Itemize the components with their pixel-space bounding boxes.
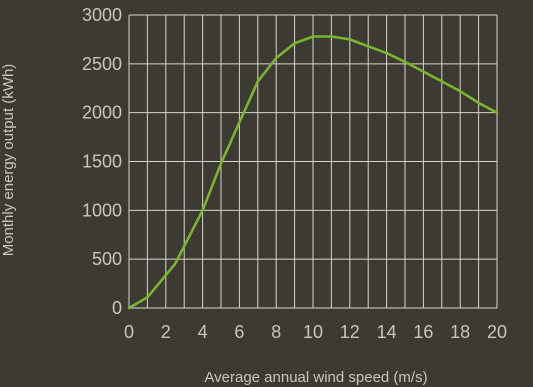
x-tick-label: 20 (487, 322, 507, 342)
y-tick-label: 1000 (82, 200, 122, 220)
y-axis-label: Monthly energy output (kWh) (0, 64, 17, 257)
y-tick-label: 500 (92, 249, 122, 269)
x-tick-label: 8 (271, 322, 281, 342)
grid-lines (128, 14, 498, 309)
y-tick-label: 2500 (82, 54, 122, 74)
y-tick-label: 3000 (82, 5, 122, 25)
x-tick-label: 2 (161, 322, 171, 342)
x-axis-label: Average annual wind speed (m/s) (204, 369, 427, 386)
y-tick-label: 2000 (82, 103, 122, 123)
y-tick-labels: 0 500 1000 1500 2000 2500 3000 (82, 5, 122, 318)
series-layer (127, 35, 499, 310)
x-tick-label: 16 (413, 322, 433, 342)
series-line (127, 35, 499, 310)
x-tick-label: 0 (124, 322, 134, 342)
x-tick-label: 12 (340, 322, 360, 342)
x-tick-label: 10 (303, 322, 323, 342)
y-tick-label: 0 (112, 298, 122, 318)
x-tick-label: 4 (198, 322, 208, 342)
x-tick-labels: 0 2 4 6 8 10 12 14 16 18 20 (124, 322, 507, 342)
x-tick-label: 14 (377, 322, 397, 342)
x-tick-label: 6 (234, 322, 244, 342)
y-tick-label: 1500 (82, 152, 122, 172)
x-tick-label: 18 (450, 322, 470, 342)
